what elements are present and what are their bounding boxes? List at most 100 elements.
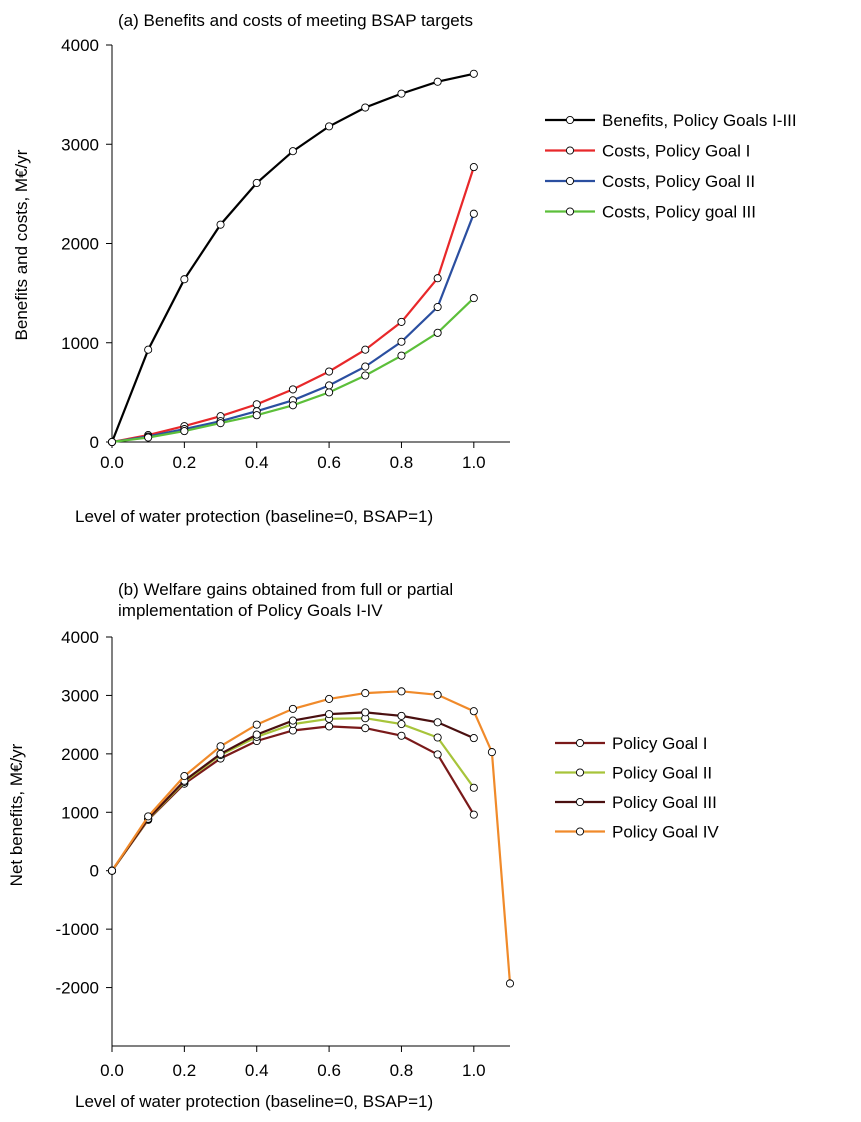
panel-a-data-point-benefits-policy-goals-i-iii <box>469 69 478 78</box>
panel-b-series-line-policy-goal-ii <box>111 717 475 872</box>
panel-b-legend-label: Policy Goal IV <box>612 823 719 842</box>
panel-a-data-point-costs-policy-goal-ii <box>433 302 442 312</box>
panel-a-legend-marker <box>565 207 575 216</box>
panel-a-data-point-costs-policy-goal-i <box>361 345 370 354</box>
panel-b-y-tick-label: 4000 <box>61 628 99 647</box>
panel-a-data-point-benefits-policy-goals-i-iii <box>252 178 261 188</box>
panel-a-x-tick-label: 0.8 <box>390 453 414 472</box>
panel-b-y-tick-label: 2000 <box>61 745 99 764</box>
panel-a-y-axis-label: Benefits and costs, M€/yr <box>12 149 31 340</box>
panel-b-x-tick-label: 1.0 <box>462 1061 486 1080</box>
panel-b-data-point-policy-goal-iv <box>288 704 297 713</box>
panel-a-legend-label: Benefits, Policy Goals I-III <box>602 111 797 130</box>
panel-a-y-tick-label: 4000 <box>61 36 99 55</box>
panel-b-x-tick-label: 0.8 <box>390 1061 414 1080</box>
panel-b-y-tick-label: -2000 <box>56 979 99 998</box>
panel-a-legend-marker <box>565 115 575 125</box>
panel-b-legend-marker <box>575 827 585 836</box>
panel-a-x-tick-label: 0.2 <box>173 453 197 472</box>
panel-a-y-tick-label: 0 <box>90 433 99 452</box>
panel-b-legend-label: Policy Goal III <box>612 793 717 812</box>
panel-a-data-point-costs-policy-goal-iii <box>216 419 225 428</box>
panel-b-plot-area: -2000 -1000 0 1000 2000 3000 4000 0.0 0.2 0.4 0.6 0… <box>56 628 515 1080</box>
panel-b-data-point-policy-goal-iv <box>325 694 334 703</box>
panel-b-legend: Policy Goal I Policy Goal II Policy Goal I… <box>555 734 719 842</box>
panel-a-data-point-costs-policy-goal-iii <box>361 371 370 380</box>
panel-a-data-point-benefits-policy-goals-i-iii <box>433 77 442 86</box>
panel-a-data-point-costs-policy-goal-iii <box>397 351 406 360</box>
panel-a-x-tick-label: 0.6 <box>317 453 341 472</box>
panel-b-data-point-policy-goal-iii <box>252 730 261 739</box>
panel-a-data-point-benefits-policy-goals-i-iii <box>325 122 334 131</box>
panel-a-legend-label: Costs, Policy Goal II <box>602 172 755 191</box>
panel-a-legend-marker <box>565 146 575 155</box>
panel-a-data-point-benefits-policy-goals-i-iii <box>361 103 370 112</box>
panel-b-data-point-policy-goal-iii <box>433 718 442 727</box>
panel-a-data-point-costs-policy-goal-i <box>252 400 261 409</box>
panel-b-data-point-policy-goal-iii <box>469 734 478 743</box>
panel-b-data-point-policy-goal-iv <box>361 689 370 698</box>
panel-a-legend-label: Costs, Policy goal III <box>602 203 756 222</box>
panel-b-legend-label: Policy Goal I <box>612 734 707 753</box>
panel-a-data-point-costs-policy-goal-iii <box>325 388 334 397</box>
panel-b-y-tick-label: 3000 <box>61 686 99 705</box>
panel-b-legend-marker <box>575 738 585 748</box>
panel-b-data-point-policy-goal-iv <box>144 812 153 821</box>
panel-b-data-point-policy-goal-iv <box>469 707 478 716</box>
panel-a-data-point-costs-policy-goal-ii <box>325 381 334 390</box>
panel-a-data-point-costs-policy-goal-iii <box>433 328 442 337</box>
panel-b-x-tick-label: 0.0 <box>100 1061 124 1080</box>
panel-a-data-point-costs-policy-goal-ii <box>469 209 478 218</box>
panel-b-legend-label: Policy Goal II <box>612 764 712 783</box>
panel-b-data-point-policy-goal-iii <box>325 710 334 719</box>
panel-a-data-point-costs-policy-goal-ii <box>397 337 406 346</box>
panel-b-series-line-policy-goal-iv <box>111 690 512 984</box>
panel-a-series-line-costs-policy-goal-iii <box>111 297 475 444</box>
panel-a-data-point-costs-policy-goal-i <box>433 274 442 283</box>
panel-a-data-point-costs-policy-goal-iii <box>180 427 189 436</box>
panel-b-series-line-policy-goal-iii <box>111 711 475 872</box>
panel-a-data-point-benefits-policy-goals-i-iii <box>180 275 189 284</box>
panel-a-data-point-costs-policy-goal-i <box>397 317 406 326</box>
panel-b-data-point-policy-goal-iii <box>397 711 406 720</box>
panel-b-data-point-policy-goal-i <box>361 724 370 733</box>
panel-a-data-point-benefits-policy-goals-i-iii <box>397 89 406 98</box>
panel-a-data-point-costs-policy-goal-iii <box>469 294 478 303</box>
panel-b-x-tick-label: 0.6 <box>317 1061 341 1080</box>
panel-b-data-point-policy-goal-iv <box>433 690 442 699</box>
panel-a-data-point-costs-policy-goal-iii <box>107 437 117 447</box>
panel-a-x-axis-label: Level of water protection (baseline=0, B… <box>75 507 433 526</box>
panel-b-y-axis-label: Net benefits, M€/yr <box>7 743 26 886</box>
panel-b-data-point-policy-goal-iv <box>216 742 225 751</box>
panel-b-data-point-policy-goal-i <box>433 750 442 759</box>
panel-a-data-point-benefits-policy-goals-i-iii <box>288 147 297 156</box>
panel-b-data-point-policy-goal-iv <box>252 720 261 729</box>
panel-b-data-point-policy-goal-ii <box>397 720 406 729</box>
panel-a-x-tick-label: 0.4 <box>245 453 269 472</box>
panel-a-x-tick-label: 0.0 <box>100 453 124 472</box>
panel-b-data-point-policy-goal-iii <box>288 716 297 725</box>
panel-b-data-point-policy-goal-ii <box>469 783 478 792</box>
panel-a-benefits-costs: (a) Benefits and costs of meeting BSAP t… <box>12 11 797 526</box>
panel-b-legend-marker <box>575 797 585 807</box>
panel-b-legend-marker <box>575 768 585 777</box>
panel-a-data-point-costs-policy-goal-iii <box>252 411 261 420</box>
panel-b-data-point-policy-goal-iii <box>216 749 225 758</box>
panel-a-y-tick-label: 1000 <box>61 334 99 353</box>
panel-a-data-point-costs-policy-goal-i <box>325 367 334 376</box>
panel-a-y-tick-label: 3000 <box>61 135 99 154</box>
panel-a-data-point-costs-policy-goal-ii <box>361 362 370 371</box>
panel-a-data-point-benefits-policy-goals-i-iii <box>216 220 225 229</box>
panel-a-legend-marker <box>565 176 575 186</box>
panel-b-data-point-policy-goal-iv <box>397 687 406 696</box>
panel-a-data-point-benefits-policy-goals-i-iii <box>144 345 153 354</box>
panel-b-data-point-policy-goal-ii <box>433 733 442 742</box>
panel-a-data-point-costs-policy-goal-i <box>469 163 478 172</box>
panel-b-x-tick-label: 0.2 <box>173 1061 197 1080</box>
panel-b-data-point-policy-goal-iv <box>180 772 189 781</box>
panel-b-data-point-policy-goal-iv <box>505 979 515 988</box>
panel-a-y-tick-label: 2000 <box>61 235 99 254</box>
panel-b-title-line-1: (b) Welfare gains obtained from full or … <box>118 580 453 599</box>
panel-b-net-benefits: (b) Welfare gains obtained from full or … <box>7 580 719 1111</box>
